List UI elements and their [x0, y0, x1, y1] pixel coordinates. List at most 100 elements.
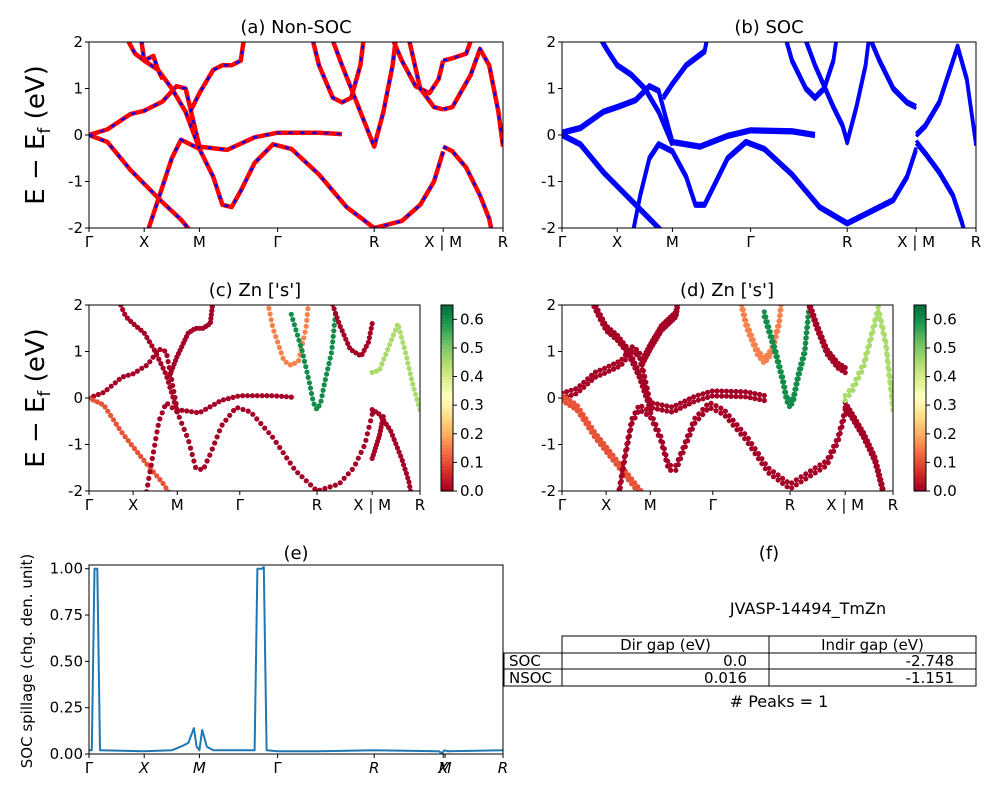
panel-b-band-6-down — [784, 42, 838, 101]
panel-a-xtick-label: Γ — [273, 233, 282, 251]
panel-d-point — [589, 377, 595, 383]
panel-c-point — [400, 339, 406, 346]
panel-c-point — [273, 334, 279, 340]
panel-c-point — [138, 327, 144, 333]
panel-d-point — [617, 485, 623, 491]
panel-d-colorbar-segment — [914, 416, 926, 421]
panel-c-point — [105, 408, 111, 414]
panel-d-point — [695, 397, 701, 403]
panel-c-colorbar-segment — [441, 466, 453, 470]
panel-c-point — [147, 469, 153, 475]
panel-b-band-1-up — [562, 83, 816, 147]
panel-c-point — [398, 453, 404, 459]
panel-c-colorbar-segment — [441, 441, 453, 446]
panel-d-point — [722, 408, 729, 414]
panel-d-point — [585, 291, 590, 296]
panel-c-colorbar-segment — [441, 360, 453, 365]
panel-d-point — [700, 391, 706, 397]
panel-d-title: (d) Zn ['s'] — [680, 280, 774, 301]
panel-c-colorbar-segment — [441, 447, 453, 452]
panel-d-point — [881, 496, 886, 501]
panel-c-point — [305, 306, 311, 312]
panel-d-point — [773, 334, 779, 340]
panel-d-point — [761, 397, 767, 404]
panel-c-point — [162, 348, 168, 354]
panel-c-point — [292, 360, 298, 366]
panel-c-point — [311, 401, 317, 407]
panel-e-ytick-label: 0.25 — [50, 699, 83, 717]
panel-d-point — [752, 396, 758, 402]
panel-d-point — [738, 426, 744, 432]
panel-c-point — [134, 324, 141, 330]
panel-c-colorbar-segment — [441, 354, 453, 359]
panel-d-point — [659, 402, 665, 408]
panel-c-point — [159, 410, 165, 416]
panel-d-point — [700, 396, 706, 402]
panel-a-band-13 — [442, 42, 473, 63]
panel-d-point — [868, 336, 874, 342]
panel-e-spillage-line — [89, 565, 503, 754]
panel-c-point — [141, 330, 147, 336]
panel-c-colorbar-segment — [441, 475, 453, 480]
panel-c-colorbar-segment — [441, 450, 453, 455]
panel-c-point — [326, 289, 331, 294]
panel-d-point — [804, 324, 811, 330]
panel-d-point — [883, 344, 889, 350]
panel-d-point — [851, 419, 858, 425]
panel-c-colorbar-segment — [441, 487, 453, 492]
panel-c-colorbar-segment — [441, 308, 453, 312]
panel-c-point — [139, 365, 145, 371]
panel-d-frame — [561, 304, 894, 492]
panel-d-point — [805, 295, 810, 300]
panel-b-xtick-label: M — [666, 233, 679, 251]
panel-d-point — [767, 353, 773, 360]
panel-c-point — [119, 430, 125, 436]
panel-c-point — [164, 353, 170, 359]
panel-c-point — [146, 339, 152, 345]
panel-d-point — [616, 498, 621, 503]
panel-d-point — [837, 430, 843, 436]
panel-d-colorbar-segment — [914, 360, 926, 365]
gap-table-header: Dir gap (eV) — [620, 636, 711, 654]
panel-c-point — [249, 393, 255, 399]
panel-d-colorbar-segment — [914, 453, 926, 458]
panel-b-xtick-label: Γ — [746, 233, 755, 251]
panel-d-colorbar-segment — [914, 398, 926, 402]
panel-c-xtick-label: R — [312, 496, 322, 514]
panel-c-point — [207, 319, 214, 325]
panel-c-point — [333, 310, 339, 316]
panel-d-colorbar-segment — [914, 332, 926, 337]
panel-c-point — [144, 334, 150, 341]
panel-d-point — [750, 342, 756, 348]
panel-c-colorbar-segment — [441, 323, 453, 328]
panel-d-point — [811, 317, 817, 323]
panel-c-point — [321, 382, 327, 388]
panel-d-xtick-label: R — [888, 496, 898, 514]
panel-d-point — [626, 433, 633, 439]
panel-c-point — [162, 370, 168, 376]
panel-c-colorbar-segment — [441, 472, 453, 477]
panel-c-point — [308, 482, 314, 488]
panel-d-point — [588, 429, 595, 435]
panel-d-point — [568, 387, 574, 393]
panel-d-point — [734, 427, 740, 433]
panel-d-point — [675, 462, 681, 468]
panel-d-point — [747, 395, 753, 401]
panel-d-point — [793, 386, 799, 392]
panel-d-point — [564, 389, 570, 395]
panel-e-xtick-label: X — [437, 759, 449, 777]
panel-d-point — [805, 314, 812, 320]
panel-c-ytick-label: -2 — [68, 482, 83, 500]
panel-d-colorbar-segment — [914, 407, 926, 411]
panel-d-point — [846, 392, 852, 399]
panel-d-point — [563, 400, 569, 406]
panel-c-point — [307, 385, 314, 391]
panel-d-point — [591, 434, 597, 440]
panel-d-point — [780, 480, 786, 486]
panel-c-point — [277, 444, 283, 451]
panel-c-point — [355, 455, 361, 461]
panel-d-point — [585, 376, 591, 382]
panel-c-point — [121, 374, 127, 380]
panel-a-xtick-label: Γ — [85, 233, 94, 251]
panel-d-point — [757, 396, 763, 403]
